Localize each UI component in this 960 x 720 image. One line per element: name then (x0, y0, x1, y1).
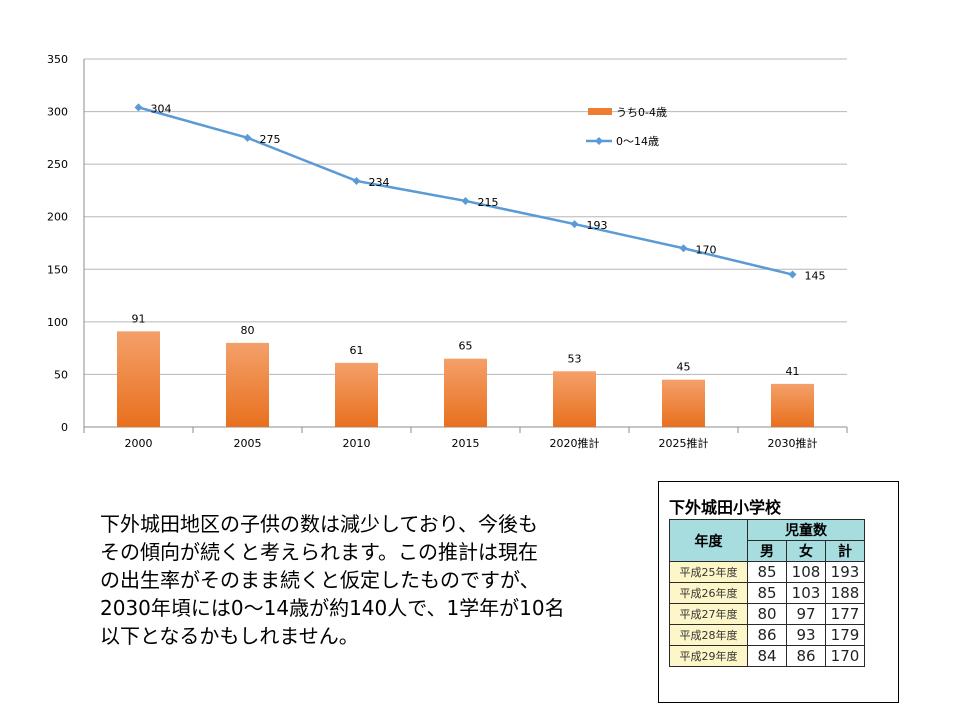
y-tick-label: 200 (47, 211, 68, 224)
table-row: 平成26年度 85 103 188 (669, 582, 865, 604)
table-subheader-row: 男 女 計 (670, 540, 865, 562)
female-cell: 86 (786, 645, 826, 667)
x-tick-label: 2015 (452, 437, 480, 450)
male-header: 男 (747, 540, 787, 562)
line-data-label: 170 (696, 243, 717, 256)
total-cell: 177 (825, 603, 865, 625)
year-cell: 平成25年度 (669, 561, 748, 583)
y-tick-label: 0 (61, 421, 68, 434)
line-point (134, 103, 143, 112)
line-data-labels: 304 275 234 215 193 170 145 (151, 102, 826, 282)
table-header-row: 年度 児童数 (669, 519, 865, 562)
population-chart: 0 50 100 150 200 250 300 350 91 80 61 65 53 45 41 304… (47, 53, 848, 450)
chart-legend: うち0-4歳 0～14歳 (586, 106, 667, 148)
bar-data-label: 61 (350, 344, 364, 357)
legend-label: 0～14歳 (616, 135, 659, 148)
bar-data-label: 91 (132, 312, 146, 325)
bar (771, 383, 814, 427)
description-line: 2030年頃には0～14歳が約140人で、1学年が10名 (100, 596, 565, 620)
year-header: 年度 (669, 519, 748, 562)
female-cell: 108 (786, 561, 826, 583)
y-tick-label: 350 (47, 53, 68, 66)
line-data-label: 145 (805, 270, 826, 283)
x-axis-ticks: 2000 2005 2010 2015 2020推計 2025推計 2030推計 (125, 436, 818, 450)
school-title: 下外城田小学校 (669, 498, 782, 517)
line-data-label: 193 (587, 219, 608, 232)
description-line: 以下となるかもしれません。 (100, 624, 359, 648)
x-tick-label: 2020推計 (550, 436, 600, 450)
male-cell: 85 (747, 561, 787, 583)
line-point (243, 133, 252, 142)
year-cell: 平成27年度 (669, 603, 748, 625)
description-line: 下外城田地区の子供の数は減少しており、今後も (100, 512, 538, 536)
male-cell: 86 (747, 624, 787, 646)
line-data-label: 215 (478, 196, 499, 209)
bar (444, 358, 487, 427)
legend-marker (595, 137, 603, 145)
total-cell: 193 (825, 561, 865, 583)
x-tick-label: 2025推計 (659, 436, 709, 450)
bar-data-label: 45 (677, 361, 691, 374)
total-cell: 170 (825, 645, 865, 667)
bar-data-labels: 91 80 61 65 53 45 41 (132, 312, 800, 378)
line-data-label: 275 (260, 133, 281, 146)
year-cell: 平成29年度 (669, 645, 748, 667)
table-row: 平成25年度 85 108 193 (669, 561, 865, 583)
bar (226, 342, 269, 427)
student-count-header: 児童数 (747, 519, 865, 541)
male-cell: 84 (747, 645, 787, 667)
description-text: 下外城田地区の子供の数は減少しており、今後も その傾向が続くと考えられます。この… (100, 510, 640, 650)
line-point (788, 270, 797, 279)
total-cell: 188 (825, 582, 865, 604)
male-cell: 85 (747, 582, 787, 604)
line-data-label: 234 (369, 176, 390, 189)
bar-data-label: 80 (241, 324, 255, 337)
male-cell: 80 (747, 603, 787, 625)
total-header: 計 (825, 540, 865, 562)
x-tick-label: 2000 (125, 437, 153, 450)
table-row: 平成28年度 86 93 179 (669, 624, 865, 646)
line-point (461, 196, 470, 205)
female-cell: 97 (786, 603, 826, 625)
total-cell: 179 (825, 624, 865, 646)
x-tick-label: 2005 (234, 437, 262, 450)
legend-swatch-bar (588, 108, 612, 115)
y-axis-ticks: 0 50 100 150 200 250 300 350 (47, 53, 68, 434)
bar (335, 362, 378, 427)
bar-data-label: 53 (568, 352, 582, 365)
bar (553, 371, 596, 427)
line-series-0-14 (134, 103, 797, 279)
y-tick-label: 150 (47, 263, 68, 276)
x-tick-label: 2010 (343, 437, 371, 450)
school-student-table-card: 下外城田小学校 年度 児童数 男 女 計 平成25年度 85 108 193 平… (658, 481, 899, 703)
y-tick-label: 50 (54, 368, 68, 381)
student-count-table: 年度 児童数 男 女 計 平成25年度 85 108 193 平成26年度 85… (669, 519, 865, 667)
bar-data-label: 65 (459, 340, 473, 353)
table-row: 平成29年度 84 86 170 (669, 645, 865, 667)
female-cell: 103 (786, 582, 826, 604)
y-tick-label: 250 (47, 158, 68, 171)
legend-label: うち0-4歳 (616, 106, 667, 119)
y-tick-label: 300 (47, 106, 68, 119)
bar (662, 379, 705, 427)
year-cell: 平成28年度 (669, 624, 748, 646)
line-data-label: 304 (151, 102, 172, 115)
line-point (352, 176, 361, 185)
line-point (679, 244, 688, 253)
x-tick-label: 2030推計 (768, 436, 818, 450)
description-line: の出生率がそのまま続くと仮定したものですが、 (100, 568, 540, 592)
bar (117, 331, 160, 427)
bar-data-label: 41 (786, 365, 800, 378)
bar-series-0-4 (117, 331, 814, 427)
table-row: 平成27年度 80 97 177 (669, 603, 865, 625)
year-cell: 平成26年度 (669, 582, 748, 604)
female-header: 女 (786, 540, 826, 562)
y-tick-label: 100 (47, 316, 68, 329)
female-cell: 93 (786, 624, 826, 646)
description-line: その傾向が続くと考えられます。この推計は現在 (100, 540, 538, 564)
series-line (138, 106, 793, 276)
line-point (570, 220, 579, 229)
